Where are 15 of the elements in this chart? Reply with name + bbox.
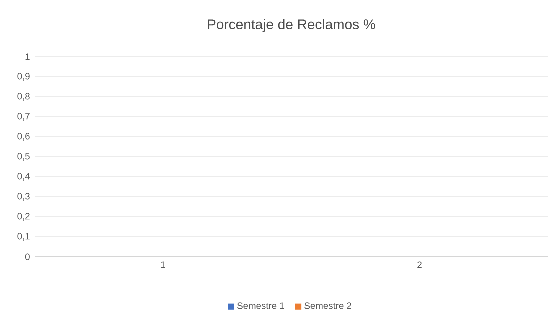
y-tick-label: 0,1 bbox=[18, 233, 30, 241]
y-tick-label: 1 bbox=[26, 54, 30, 60]
legend-label: Semestre 2 bbox=[304, 302, 352, 310]
y-tick-label: 0 bbox=[25, 254, 30, 260]
y-tick-label: 0,6 bbox=[18, 133, 30, 141]
x-tick-label: 2 bbox=[418, 262, 422, 268]
chart-title: Porcentaje de Reclamos % bbox=[208, 19, 376, 32]
y-tick-label: 0,4 bbox=[18, 173, 30, 181]
y-tick-label: 0,9 bbox=[18, 73, 30, 81]
y-tick-label: 0,7 bbox=[18, 113, 30, 121]
y-tick-label: 0,2 bbox=[18, 213, 30, 221]
y-tick-label: 0,8 bbox=[18, 93, 30, 101]
y-tick-label: 0,5 bbox=[18, 153, 30, 161]
y-tick-label: 0,3 bbox=[18, 193, 30, 201]
legend-label: Semestre 1 bbox=[238, 302, 284, 310]
